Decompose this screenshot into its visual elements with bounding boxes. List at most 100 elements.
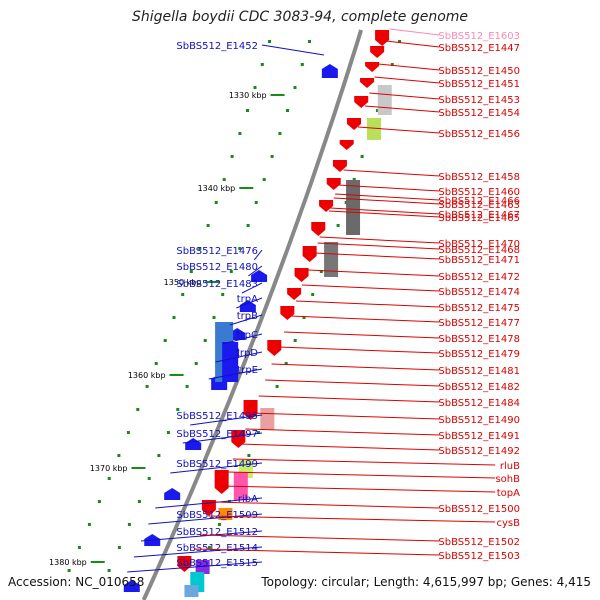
- right-label-leader: [335, 193, 440, 201]
- track-dot: [311, 293, 315, 296]
- forward-gene-arrow: [164, 488, 181, 500]
- left-label-leader: [155, 497, 263, 509]
- right-gene-label: SbBS512_E1484: [438, 398, 520, 409]
- right-label-leader: [251, 412, 440, 420]
- forward-gene-arrow: [229, 328, 246, 340]
- track-dot: [260, 63, 264, 66]
- right-gene-label: SbBS512_E1467: [438, 210, 520, 221]
- gene-block: [195, 560, 210, 574]
- right-label-leader: [378, 63, 440, 71]
- right-label-leader: [239, 443, 440, 451]
- track-dot: [300, 63, 304, 66]
- trp-operon-block: [222, 342, 239, 382]
- reverse-gene-arrow: [339, 140, 354, 150]
- right-label-leader: [265, 379, 440, 387]
- track-dot: [293, 86, 297, 89]
- right-gene-label: SbBS512_E1466: [438, 196, 520, 207]
- right-gene-label: topA: [497, 488, 520, 499]
- left-label-leader: [248, 265, 263, 277]
- reverse-gene-arrow: [231, 430, 246, 448]
- left-gene-label: SbBS512_E1452: [176, 41, 258, 52]
- track-dot: [87, 523, 91, 526]
- forward-gene-arrow: [251, 270, 268, 282]
- track-dot: [67, 569, 71, 572]
- reverse-gene-arrow: [287, 288, 302, 300]
- left-label-leader: [229, 314, 263, 326]
- track-dot: [230, 155, 234, 158]
- track-dot: [194, 362, 198, 365]
- left-gene-label: SbBS512_E1480: [176, 262, 258, 273]
- right-gene-label: SbBS512_E1472: [438, 272, 520, 283]
- left-label-leader: [170, 462, 263, 474]
- left-label-leader: [253, 249, 263, 261]
- right-gene-label: sohB: [495, 474, 520, 485]
- left-label-leader: [236, 297, 263, 309]
- right-gene-label: SbBS512_E1458: [438, 172, 520, 183]
- left-label-leader: [148, 513, 263, 525]
- reverse-gene-arrow: [311, 222, 326, 236]
- right-gene-label: SbBS512_E1490: [438, 415, 520, 426]
- track-dot: [181, 293, 185, 296]
- right-gene-label: SbBS512_E1460: [438, 187, 520, 198]
- right-label-leader: [333, 197, 440, 205]
- right-label-leader: [290, 315, 440, 323]
- track-dot: [77, 546, 81, 549]
- right-label-leader: [193, 548, 440, 556]
- gene-block: [260, 408, 275, 430]
- track-dot: [246, 109, 249, 112]
- track-dot: [157, 454, 161, 457]
- track-dot: [145, 385, 149, 388]
- right-label-leader: [258, 395, 440, 403]
- track-dot: [221, 293, 225, 296]
- forward-gene-arrow: [321, 64, 338, 78]
- right-gene-label: SbBS512_E1468: [438, 245, 520, 256]
- reverse-gene-arrow: [360, 78, 375, 88]
- track-dot: [352, 178, 356, 181]
- reverse-gene-arrow: [319, 200, 334, 212]
- left-label-leader: [140, 530, 263, 542]
- track-dot: [286, 109, 289, 112]
- right-gene-label: SbBS512_E1465: [438, 213, 520, 224]
- right-label-leader: [232, 458, 496, 466]
- right-gene-label: SbBS512_E1503: [438, 551, 520, 562]
- track-dot: [390, 63, 394, 66]
- kbp-tick-label: 1330 kbp: [229, 91, 267, 100]
- reverse-gene-arrow: [326, 178, 341, 190]
- right-label-leader: [338, 184, 440, 192]
- reverse-gene-arrow: [302, 246, 317, 262]
- gene-block: [184, 585, 199, 597]
- reverse-gene-arrow: [280, 306, 295, 320]
- reverse-gene-arrow: [375, 30, 390, 46]
- right-gene-label: SbBS512_E1481: [438, 366, 520, 377]
- track-dot: [136, 408, 140, 411]
- track-dot: [107, 569, 111, 572]
- right-gene-label: SbBS512_E1502: [438, 537, 520, 548]
- right-gene-label: SbBS512_E1477: [438, 318, 520, 329]
- right-gene-label: SbBS512_E1603: [438, 31, 520, 42]
- track-dot: [163, 339, 167, 342]
- genome-summary-text: Topology: circular; Length: 4,615,997 bp…: [261, 575, 591, 589]
- right-gene-label: SbBS512_E1482: [438, 382, 520, 393]
- kbp-tick-label: 1370 kbp: [90, 464, 128, 473]
- track-dot: [247, 454, 251, 457]
- right-gene-label: SbBS512_E1474: [438, 287, 520, 298]
- track-dot: [270, 155, 274, 158]
- reverse-gene-arrow: [347, 118, 362, 130]
- track-dot: [176, 408, 180, 411]
- right-gene-label: SbBS512_E1450: [438, 66, 520, 77]
- reverse-gene-arrow: [332, 160, 347, 172]
- left-gene-label: SbBS512_E1476: [176, 246, 258, 257]
- right-label-leader: [307, 269, 440, 277]
- right-gene-label: SbBS512_E1447: [438, 43, 520, 54]
- track-dot: [253, 86, 257, 89]
- track-dot: [166, 431, 170, 434]
- track-dot: [185, 385, 189, 388]
- gene-block: [377, 85, 392, 115]
- right-label-leader: [369, 92, 440, 100]
- track-dot: [229, 270, 233, 273]
- track-dot: [268, 40, 271, 43]
- left-label-leader: [133, 546, 263, 558]
- right-label-leader: [358, 126, 440, 134]
- left-gene-label: SbBS512_E1509: [176, 510, 258, 521]
- right-gene-label: SbBS512_E1471: [438, 255, 520, 266]
